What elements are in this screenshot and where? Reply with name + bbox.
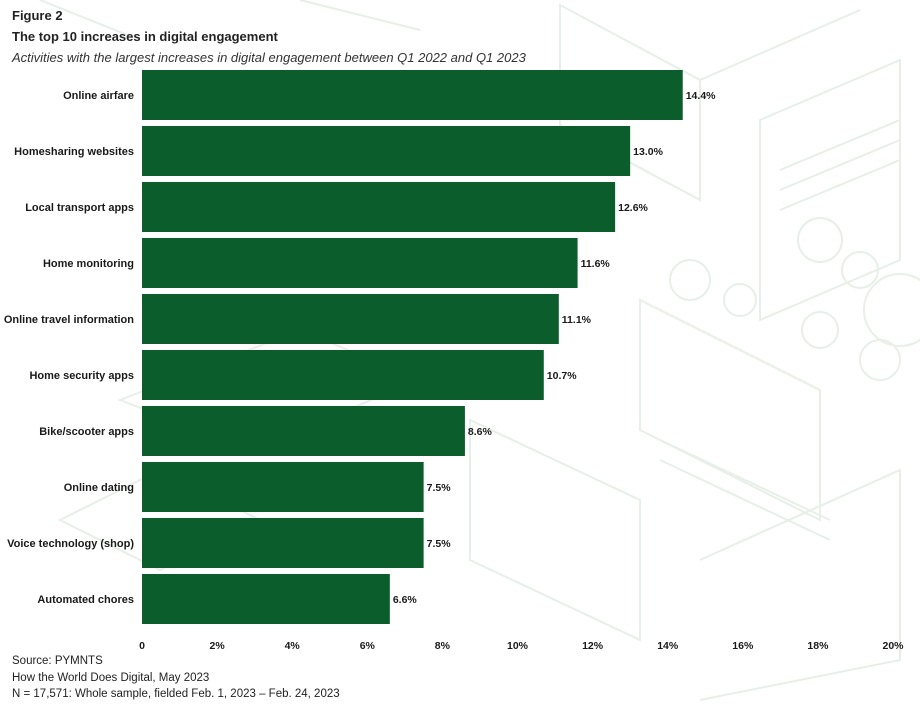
data-label: 12.6% — [618, 202, 648, 214]
x-tick-label: 16% — [732, 640, 754, 652]
report-note: How the World Does Digital, May 2023 — [12, 671, 210, 684]
category-label: Automated chores — [37, 594, 134, 606]
data-label: 14.4% — [686, 90, 716, 102]
category-label: Local transport apps — [25, 202, 134, 214]
x-tick-label: 0 — [139, 640, 145, 652]
bar-chart: Online airfare 14.4% Homesharing websites 1… — [4, 70, 904, 652]
data-label: 10.7% — [547, 370, 577, 382]
x-tick-label: 2% — [210, 640, 226, 652]
x-tick-label: 8% — [435, 640, 451, 652]
x-tick-label: 4% — [285, 640, 301, 652]
data-label: 7.5% — [427, 482, 452, 494]
sample-note: N = 17,571: Whole sample, fielded Feb. 1… — [12, 688, 340, 700]
x-tick-label: 20% — [882, 640, 904, 652]
bar — [142, 518, 424, 568]
bar — [142, 574, 390, 624]
bar — [142, 350, 544, 400]
category-label: Homesharing websites — [14, 146, 134, 158]
category-label: Voice technology (shop) — [7, 538, 134, 550]
category-label: Online airfare — [63, 90, 134, 102]
data-label: 6.6% — [393, 594, 418, 606]
source-note: Source: PYMNTS — [12, 655, 103, 667]
chart-footer: Source: PYMNTS How the World Does Digita… — [12, 653, 340, 703]
bar — [142, 70, 683, 120]
bar — [142, 238, 578, 288]
x-tick-label: 18% — [807, 640, 829, 652]
data-label: 11.6% — [581, 258, 611, 270]
chart-subtitle: Activities with the largest increases in… — [12, 50, 526, 65]
x-tick-label: 10% — [507, 640, 529, 652]
x-tick-label: 6% — [360, 640, 376, 652]
x-tick-label: 14% — [657, 640, 679, 652]
data-label: 7.5% — [427, 538, 452, 550]
category-label: Bike/scooter apps — [39, 426, 134, 438]
chart-title: The top 10 increases in digital engageme… — [12, 29, 278, 44]
figure-label: Figure 2 — [12, 8, 63, 23]
bar — [142, 294, 559, 344]
category-label: Online dating — [64, 482, 134, 494]
category-label: Home security apps — [29, 370, 134, 382]
x-tick-label: 12% — [582, 640, 604, 652]
bar — [142, 462, 424, 512]
bar — [142, 182, 616, 232]
bar — [142, 406, 465, 456]
data-label: 11.1% — [562, 314, 592, 326]
data-label: 8.6% — [468, 426, 493, 438]
category-label: Online travel information — [4, 314, 134, 326]
data-label: 13.0% — [633, 146, 663, 158]
category-label: Home monitoring — [43, 258, 134, 270]
bar — [142, 126, 631, 176]
